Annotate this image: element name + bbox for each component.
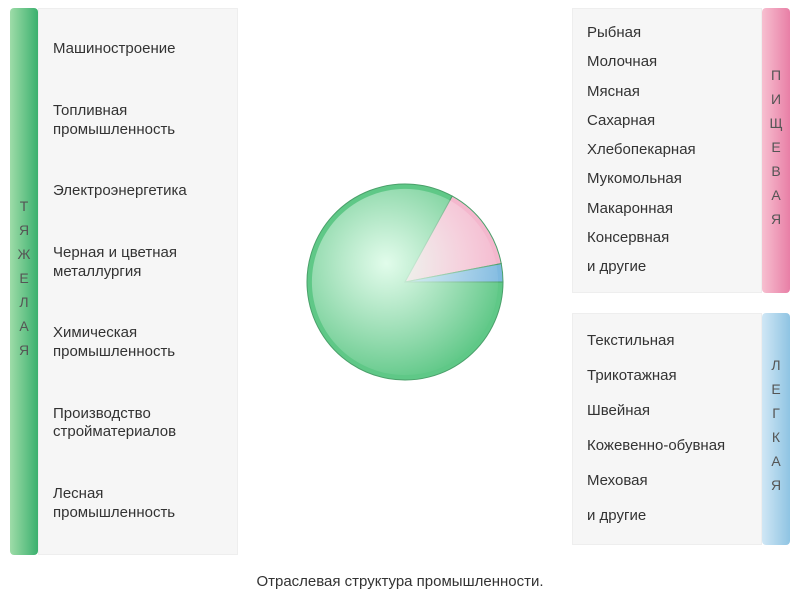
list-item: Меховая xyxy=(587,472,747,491)
list-item: Электроэнергетика xyxy=(53,182,223,201)
right-column: Рыбная Молочная Мясная Сахарная Хлебопек… xyxy=(572,8,790,555)
food-tab: ПИЩЕВАЯ xyxy=(762,8,790,293)
list-item: Производство стройматериалов xyxy=(53,405,223,443)
heavy-section: ТЯЖЕЛАЯ Машиностроение Топливная промышл… xyxy=(10,8,238,555)
list-item: Мукомольная xyxy=(587,170,747,189)
list-item: Молочная xyxy=(587,53,747,72)
caption: Отраслевая структура промышленности. xyxy=(0,573,800,590)
list-item: Лесная промышленность xyxy=(53,485,223,523)
list-item: Машиностроение xyxy=(53,40,223,59)
list-item: Хлебопекарная xyxy=(587,141,747,160)
list-item: и другие xyxy=(587,507,747,526)
list-item: Консервная xyxy=(587,229,747,248)
list-item: Макаронная xyxy=(587,200,747,219)
list-item: Кожевенно-обувная xyxy=(587,437,747,456)
food-tab-label: ПИЩЕВАЯ xyxy=(768,67,784,235)
heavy-tab-label: ТЯЖЕЛАЯ xyxy=(16,198,32,366)
list-item: Трикотажная xyxy=(587,367,747,386)
light-tab: ЛЕГКАЯ xyxy=(762,313,790,545)
list-item: Химическая промышленность xyxy=(53,324,223,362)
heavy-panel: Машиностроение Топливная промышленность … xyxy=(38,8,238,555)
heavy-tab: ТЯЖЕЛАЯ xyxy=(10,8,38,555)
list-item: Швейная xyxy=(587,402,747,421)
list-item: Мясная xyxy=(587,83,747,102)
list-item: Текстильная xyxy=(587,332,747,351)
list-item: и другие xyxy=(587,258,747,277)
light-panel: Текстильная Трикотажная Швейная Кожевенн… xyxy=(572,313,762,545)
food-section: Рыбная Молочная Мясная Сахарная Хлебопек… xyxy=(572,8,790,293)
list-item: Топливная промышленность xyxy=(53,102,223,140)
pie-chart-area xyxy=(238,8,572,555)
list-item: Рыбная xyxy=(587,24,747,43)
pie-highlight xyxy=(312,188,498,374)
pie-chart xyxy=(305,182,505,382)
light-section: Текстильная Трикотажная Швейная Кожевенн… xyxy=(572,313,790,545)
list-item: Черная и цветная металлургия xyxy=(53,244,223,282)
food-panel: Рыбная Молочная Мясная Сахарная Хлебопек… xyxy=(572,8,762,293)
light-tab-label: ЛЕГКАЯ xyxy=(768,357,784,501)
list-item: Сахарная xyxy=(587,112,747,131)
